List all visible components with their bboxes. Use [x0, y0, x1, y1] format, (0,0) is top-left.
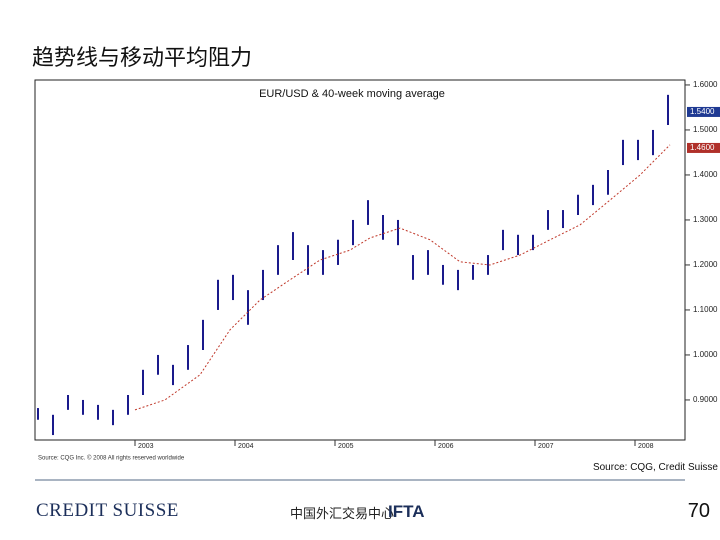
price-bar [172, 364, 174, 386]
price-tag-label: 1.4600 [690, 143, 715, 152]
price-bar [127, 395, 129, 415]
price-bar [217, 279, 219, 310]
price-tag [687, 142, 720, 153]
price-bar [262, 269, 264, 301]
price-bar [382, 215, 384, 240]
moving-average [134, 144, 671, 411]
y-tick-label: 1.3000 [693, 215, 718, 224]
chart-footnote: Source: CQG Inc. © 2008 All rights reser… [38, 455, 185, 462]
price-bar [412, 255, 414, 280]
price-bar [37, 408, 39, 420]
chart: EUR/USD & 40-week moving average Source:… [34, 79, 720, 462]
price-bar [307, 245, 309, 275]
x-tick-label: 2008 [638, 443, 654, 450]
price-bar [667, 94, 669, 125]
price-bar [82, 399, 84, 415]
price-bar [427, 250, 429, 275]
x-tick-label: 2005 [338, 443, 354, 450]
price-bar [577, 194, 579, 215]
y-tick-label: 0.9000 [693, 395, 718, 404]
price-bar [442, 264, 444, 285]
y-tick-label: 1.6000 [693, 80, 718, 89]
y-tick-label: 1.0000 [693, 350, 718, 359]
price-bar [607, 170, 609, 195]
price-bar [637, 139, 639, 161]
price-bar [517, 234, 519, 256]
price-bar [202, 319, 204, 350]
price-bar [547, 210, 549, 230]
plot-frame [34, 79, 686, 441]
price-bar [652, 129, 654, 156]
y-tick-label: 1.1000 [693, 305, 718, 314]
price-bar [367, 200, 369, 225]
x-tick-label: 2007 [538, 443, 554, 450]
price-tag-label: 1.5400 [690, 107, 715, 116]
cfets-logo: 中国外汇交易中心 [290, 507, 395, 522]
credit-suisse-logo: CREDIT SUISSE [36, 500, 179, 521]
ifta-logo: IFTA [388, 502, 425, 521]
price-bar [457, 269, 459, 291]
price-tag [687, 106, 720, 117]
price-bar [532, 234, 534, 251]
price-bar [112, 409, 114, 426]
price-bar [142, 369, 144, 395]
y-tick-label: 1.4000 [693, 170, 718, 179]
price-bar [562, 210, 564, 229]
y-tick-label: 1.2000 [693, 260, 718, 269]
price-bar [322, 250, 324, 275]
price-bar [52, 414, 54, 436]
price-bar [187, 345, 189, 370]
price-bar [277, 245, 279, 275]
footer-line [35, 479, 685, 481]
price-bar [487, 255, 489, 275]
price-bar [352, 219, 354, 246]
x-tick-label: 2003 [138, 443, 154, 450]
price-bar [472, 264, 474, 280]
price-bar [232, 274, 234, 301]
chart-title: EUR/USD & 40-week moving average [259, 88, 445, 100]
page-number: 70 [687, 500, 710, 522]
price-bar [67, 395, 69, 410]
x-tick-label: 2006 [438, 443, 454, 450]
price-bar [622, 139, 624, 166]
price-bar [502, 229, 504, 251]
price-bar [97, 404, 99, 420]
price-bar [292, 232, 294, 260]
price-bar [592, 184, 594, 206]
price-bar [337, 239, 339, 265]
source: Source: CQG, Credit Suisse [592, 462, 718, 473]
x-tick-label: 2004 [238, 443, 254, 450]
price-bar [397, 219, 399, 246]
price-bar [157, 354, 159, 375]
y-tick-label: 1.5000 [693, 125, 718, 134]
price-bar [247, 290, 249, 325]
slide-title: 趋势线与移动平均阻力 [32, 46, 253, 71]
